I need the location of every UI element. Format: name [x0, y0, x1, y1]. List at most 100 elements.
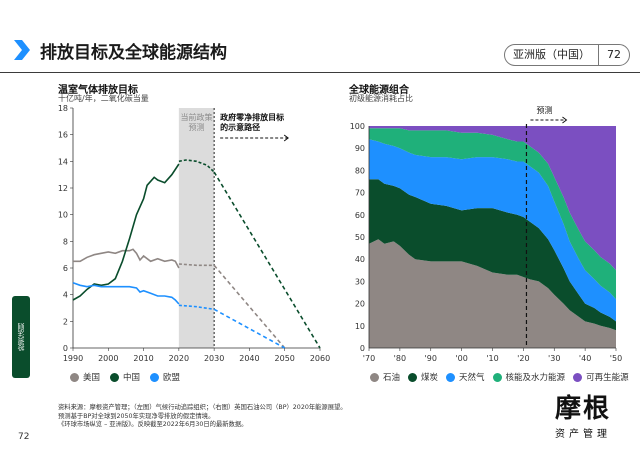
- logo-main: 摩根: [555, 394, 612, 424]
- y-tick-label: 0: [360, 344, 365, 353]
- series-target-line-1: [213, 171, 321, 349]
- series-historical-line-1: [72, 163, 180, 301]
- footer-publication: 《环球市场纵览 – 亚洲版》。反映截至2022年6月30日的最新数据。: [58, 421, 248, 429]
- x-tick-label: '70: [363, 354, 375, 363]
- policy-forecast-shade: [178, 108, 215, 348]
- right-legend: 石油 煤炭 天然气 核能及水力能源 可再生能源: [370, 371, 629, 383]
- legend-label-us: 美国: [83, 373, 101, 383]
- y-tick-label: 10: [355, 322, 365, 331]
- legend-item-renewables: 可再生能源: [573, 371, 629, 383]
- y-tick-label: 8: [63, 237, 68, 246]
- legend-label-eu: 欧盟: [163, 373, 181, 383]
- legend-item-nuclear-hydro: 核能及水力能源: [492, 371, 566, 383]
- legend-swatch-us: [70, 372, 79, 382]
- y-tick-label: 50: [355, 233, 365, 242]
- series-historical-line-0: [73, 248, 180, 269]
- energy-mix-area-chart: 0 10 20 30 40 50 60 70 80 90 100 '70 '80 '90 '00 '10 '20…: [350, 105, 622, 363]
- x-tick-label: 2010: [133, 354, 153, 363]
- legend-item-coal: 煤炭: [408, 371, 438, 383]
- x-tick-label: '90: [425, 354, 437, 363]
- x-tick-label: '50: [610, 354, 622, 363]
- x-tick-label: '40: [579, 354, 591, 363]
- shade-label-line2: 预测: [189, 122, 205, 132]
- shade-label-line1: 当前政策: [181, 112, 213, 122]
- area-series-1: [369, 179, 616, 331]
- legend-label-nuclear-hydro: 核能及水力能源: [505, 373, 566, 383]
- target-label-line2: 的示意路径: [220, 122, 260, 132]
- header-divider: [0, 72, 640, 73]
- legend-item-eu: 欧盟: [150, 371, 180, 383]
- x-tick-label: '80: [394, 354, 406, 363]
- y-tick-label: 4: [63, 291, 68, 300]
- emissions-line-chart: 0 2 4 6 8 10 12 14 16 18 1990 2000 2010 2020 2030 2040 2…: [58, 104, 330, 363]
- x-tick-label: 2040: [239, 354, 259, 363]
- edition-label: 亚洲版（中国）: [505, 45, 599, 65]
- left-chart-title: 温室气体排放目标: [58, 85, 138, 96]
- side-tab-label: 投资法则: [17, 323, 25, 351]
- y-tick-label: 30: [355, 277, 365, 286]
- y-tick-label: 14: [58, 157, 68, 166]
- forecast-label: 预测: [536, 105, 552, 115]
- page-title: 排放目标及全球能源结构: [40, 43, 227, 63]
- header-arrow-icon: [14, 40, 30, 60]
- legend-swatch-coal: [408, 372, 418, 382]
- page-box-number: 72: [607, 48, 621, 61]
- legend-swatch-eu: [150, 372, 160, 382]
- legend-item-oil: 石油: [370, 371, 400, 383]
- legend-label-gas: 天然气: [459, 373, 485, 383]
- y-tick-label: 40: [355, 255, 365, 264]
- series-policy-line-2: [178, 304, 215, 311]
- legend-item-china: 中国: [110, 371, 140, 383]
- legend-label-coal: 煤炭: [421, 373, 439, 383]
- x-tick-label: '20: [517, 354, 529, 363]
- footer-forecast-note: 预测基于BP对全球到2050年实现净零排放的假定情境。: [58, 412, 215, 420]
- series-target-line-0: [213, 264, 286, 349]
- legend-swatch-oil: [370, 372, 379, 382]
- series-policy-line-1: [178, 159, 215, 173]
- section-side-tab[interactable]: 投资法则: [12, 296, 30, 378]
- footer-notes: 资料来源：摩根资产管理；（左图）气候行动追踪组织；（右图）英国石油公司（BP）2…: [58, 404, 347, 430]
- series-policy-line-0: [178, 263, 215, 267]
- y-tick-label: 20: [355, 300, 365, 309]
- legend-swatch-gas: [446, 372, 456, 382]
- legend-swatch-renewables: [573, 372, 583, 382]
- legend-item-us: 美国: [70, 371, 100, 383]
- x-tick-label: 2030: [204, 354, 224, 363]
- x-tick-label: 1990: [63, 354, 83, 363]
- edition-badge: 亚洲版（中国） 72: [504, 44, 630, 66]
- y-tick-label: 60: [355, 211, 365, 220]
- y-tick-label: 12: [58, 184, 68, 193]
- target-label-line1: 政府零净排放目标: [220, 112, 284, 122]
- x-tick-label: 2050: [275, 354, 295, 363]
- right-chart-title: 全球能源组合: [349, 85, 409, 96]
- x-tick-label: 2020: [169, 354, 189, 363]
- target-arrow-head-icon: [283, 134, 289, 142]
- x-tick-label: '10: [486, 354, 498, 363]
- page-number: 72: [18, 432, 30, 442]
- legend-label-renewables: 可再生能源: [586, 373, 629, 383]
- series-target-line-2: [213, 308, 286, 349]
- logo-sub: 资产管理: [555, 429, 611, 440]
- y-tick-label: 2: [63, 317, 68, 326]
- forecast-arrow-head-icon: [562, 116, 568, 124]
- area-series-3: [369, 128, 616, 300]
- x-tick-label: '00: [455, 354, 467, 363]
- left-legend: 美国 中国 欧盟: [70, 371, 180, 383]
- y-tick-label: 18: [58, 104, 68, 113]
- y-tick-label: 0: [63, 344, 68, 353]
- x-tick-label: 2000: [98, 354, 118, 363]
- legend-item-gas: 天然气: [446, 371, 485, 383]
- y-tick-label: 10: [58, 211, 68, 220]
- y-tick-label: 70: [355, 189, 365, 198]
- legend-swatch-china: [110, 372, 120, 382]
- y-tick-label: 100: [350, 122, 365, 131]
- area-series-2: [369, 139, 616, 322]
- footer-source: 资料来源：摩根资产管理；（左图）气候行动追踪组织；（右图）英国石油公司（BP）2…: [58, 404, 347, 411]
- legend-swatch-nuclear-hydro: [492, 372, 502, 382]
- company-logo: 摩根 资产管理: [555, 388, 611, 440]
- y-tick-label: 6: [63, 264, 68, 273]
- area-series-0: [369, 239, 616, 348]
- y-tick-label: 16: [58, 131, 68, 140]
- legend-label-china: 中国: [123, 373, 141, 383]
- left-chart-subtitle: 十亿吨/年，二氧化碳当量: [58, 94, 149, 103]
